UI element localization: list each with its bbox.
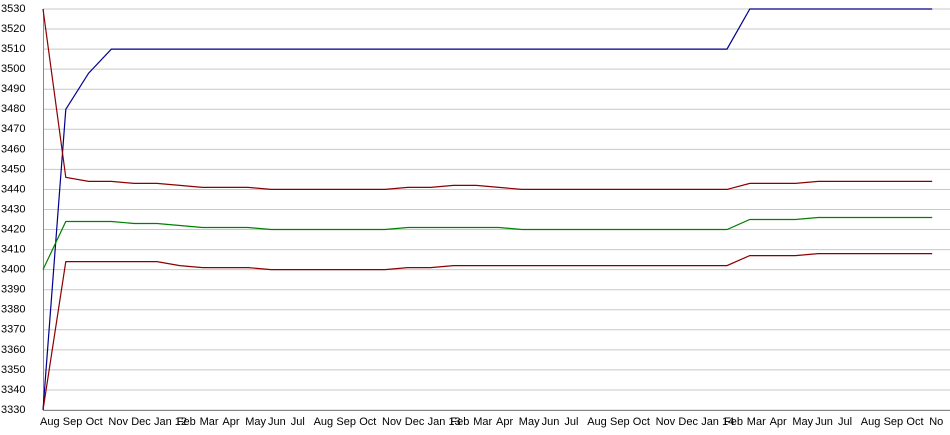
x-tick-label: Oct <box>633 416 650 428</box>
x-tick-label: Sep <box>336 416 356 428</box>
x-tick-label: Aug <box>861 416 881 428</box>
x-tick-label: May <box>245 416 266 428</box>
y-tick-label: 3350 <box>1 364 25 376</box>
series-line <box>42 8 933 411</box>
y-tick-label: 3360 <box>1 344 25 356</box>
y-tick-label: 3530 <box>1 3 25 15</box>
x-tick-label: Sep <box>63 416 83 428</box>
series-line <box>42 216 933 270</box>
x-tick-label: Nov <box>656 416 676 428</box>
y-tick-label: 3500 <box>1 63 25 75</box>
x-tick-label: Apr <box>222 416 239 428</box>
x-tick-label: Dec <box>131 416 151 428</box>
x-tick-label: Aug <box>314 416 334 428</box>
y-tick-label: 3380 <box>1 304 25 316</box>
y-tick-label: 3460 <box>1 143 25 155</box>
x-tick-label: Apr <box>770 416 787 428</box>
x-tick-label: Nov <box>108 416 128 428</box>
y-tick-label: 3520 <box>1 23 25 35</box>
x-tick-label: No <box>929 416 943 428</box>
x-tick-label: Oct <box>906 416 923 428</box>
y-tick-label: 3330 <box>1 404 25 416</box>
x-tick-label: Jul <box>291 416 305 428</box>
x-tick-label: Sep <box>884 416 904 428</box>
x-tick-label: May <box>519 416 540 428</box>
y-tick-label: 3450 <box>1 163 25 175</box>
x-tick-label: Jan 14 <box>701 416 734 428</box>
x-tick-label: Mar <box>473 416 492 428</box>
x-tick-label: Apr <box>496 416 513 428</box>
x-tick-label: Feb <box>177 416 196 428</box>
x-tick-label: Mar <box>200 416 219 428</box>
x-tick-label: Aug <box>40 416 60 428</box>
y-tick-label: 3490 <box>1 83 25 95</box>
x-tick-label: Aug <box>587 416 607 428</box>
y-tick-label: 3430 <box>1 203 25 215</box>
x-tick-label: Jun <box>268 416 286 428</box>
x-tick-label: Dec <box>405 416 425 428</box>
x-tick-label: Dec <box>678 416 698 428</box>
y-tick-label: 3470 <box>1 123 25 135</box>
x-tick-label: Mar <box>747 416 766 428</box>
x-tick-label: Feb <box>724 416 743 428</box>
y-tick-label: 3370 <box>1 324 25 336</box>
x-tick-label: Sep <box>610 416 630 428</box>
y-tick-label: 3400 <box>1 264 25 276</box>
x-tick-label: Jun <box>542 416 560 428</box>
x-tick-label: Feb <box>450 416 469 428</box>
y-tick-label: 3510 <box>1 43 25 55</box>
x-tick-label: Nov <box>382 416 402 428</box>
x-tick-label: Jun <box>815 416 833 428</box>
x-tick-label: Oct <box>86 416 103 428</box>
y-tick-label: 3480 <box>1 103 25 115</box>
y-tick-label: 3420 <box>1 223 25 235</box>
series-line <box>42 253 933 411</box>
x-tick-label: Jan 12 <box>154 416 187 428</box>
x-tick-label: Jan 13 <box>428 416 461 428</box>
series-line <box>42 8 933 190</box>
x-tick-label: May <box>792 416 813 428</box>
x-tick-label: Oct <box>359 416 376 428</box>
y-tick-label: 3390 <box>1 284 25 296</box>
y-tick-label: 3340 <box>1 384 25 396</box>
y-tick-label: 3410 <box>1 244 25 256</box>
x-tick-label: Jul <box>838 416 852 428</box>
x-tick-label: Jul <box>564 416 578 428</box>
y-tick-label: 3440 <box>1 183 25 195</box>
